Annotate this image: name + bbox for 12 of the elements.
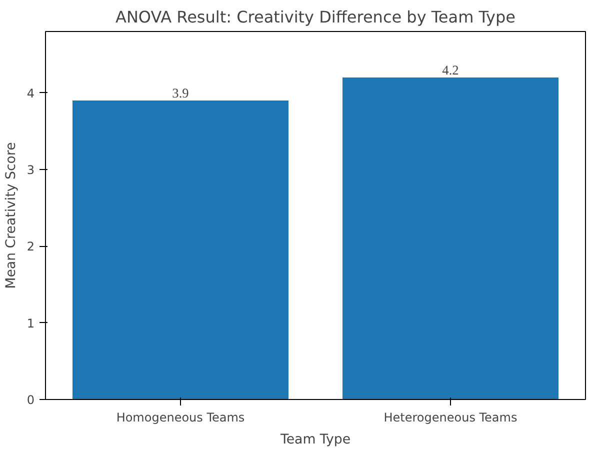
- chart-title: ANOVA Result: Creativity Difference by Team Type: [115, 8, 516, 26]
- data-label: 3.9: [172, 86, 190, 100]
- x-tick-label: Homogeneous Teams: [116, 410, 245, 424]
- y-tick-label: 2: [26, 240, 35, 254]
- y-tick-label: 1: [26, 316, 35, 330]
- y-tick-label: 4: [26, 86, 35, 100]
- x-tick-label: Heterogeneous Teams: [384, 410, 518, 424]
- y-tick-label: 0: [26, 393, 35, 407]
- x-axis-title: Team Type: [279, 432, 351, 448]
- y-axis-title: Mean Creativity Score: [4, 142, 19, 289]
- y-tick-label: 3: [26, 163, 35, 177]
- data-label: 4.2: [442, 62, 459, 78]
